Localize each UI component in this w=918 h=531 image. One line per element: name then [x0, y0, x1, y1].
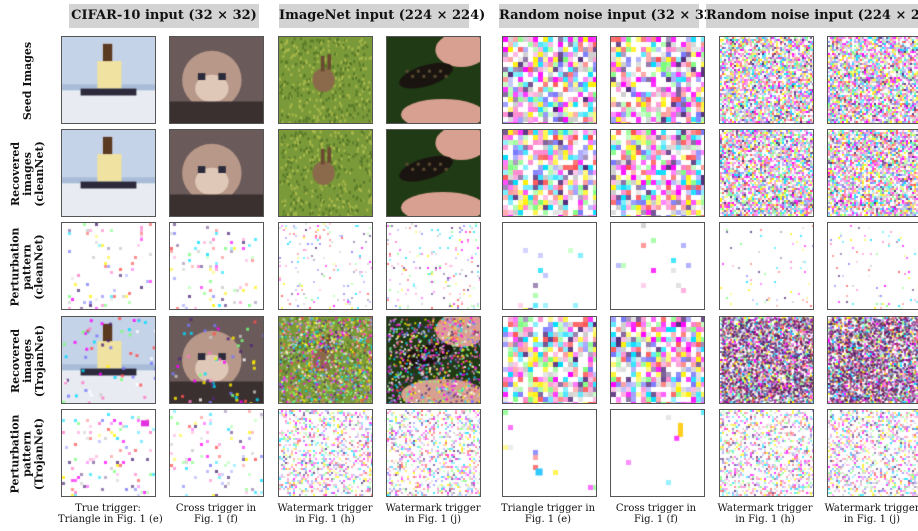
cell-canvas [828, 37, 918, 123]
cell-canvas [170, 37, 263, 123]
caption-c7: Watermark trigger in Fig. 1 (h) [717, 503, 813, 525]
cell-canvas [170, 130, 263, 216]
recovered-clean-c1-image [61, 129, 156, 217]
cell-canvas [279, 130, 372, 216]
recovered-clean-c4-image [386, 129, 481, 217]
seed-c7-image [719, 36, 814, 124]
cell-canvas [170, 410, 263, 496]
cell-canvas [62, 317, 155, 403]
cell-canvas [720, 410, 813, 496]
cell-canvas [828, 223, 918, 309]
perturb-trojan-c5-image [502, 409, 597, 497]
seed-c6-image [610, 36, 705, 124]
seed-c8-image [827, 36, 918, 124]
group-header-noise32: Random noise input (32 × 32) [499, 4, 719, 28]
recovered-clean-c7-image [719, 129, 814, 217]
row-label-perturb-clean: Perturbation pattern (cleanNet) [9, 227, 46, 307]
recovered-trojan-c7-image [719, 316, 814, 404]
cell-canvas [611, 37, 704, 123]
perturb-clean-c3-image [278, 222, 373, 310]
recovered-trojan-c4-image [386, 316, 481, 404]
seed-c3-image [278, 36, 373, 124]
cell-canvas [387, 130, 480, 216]
cell-canvas [279, 317, 372, 403]
cell-canvas [170, 223, 263, 309]
caption-c8: Watermark trigger in Fig. 1 (j) [824, 503, 918, 525]
caption-c2: Cross trigger in Fig. 1 (f) [175, 503, 257, 525]
perturb-clean-c7-image [719, 222, 814, 310]
perturb-clean-c6-image [610, 222, 705, 310]
cell-canvas [720, 130, 813, 216]
perturb-clean-c2-image [169, 222, 264, 310]
cell-canvas [279, 410, 372, 496]
cell-canvas [387, 223, 480, 309]
cell-canvas [828, 410, 918, 496]
cell-canvas [503, 130, 596, 216]
perturb-clean-c8-image [827, 222, 918, 310]
perturb-trojan-c7-image [719, 409, 814, 497]
row-label-perturb-trojan: Perturbation pattern (TrojanNet) [9, 414, 46, 494]
cell-canvas [387, 37, 480, 123]
recovered-clean-c6-image [610, 129, 705, 217]
caption-c4: Watermark trigger in Fig. 1 (j) [385, 503, 481, 525]
recovered-clean-c2-image [169, 129, 264, 217]
cell-canvas [62, 130, 155, 216]
cell-canvas [279, 223, 372, 309]
cell-canvas [170, 317, 263, 403]
cell-canvas [611, 130, 704, 216]
cell-canvas [503, 410, 596, 496]
perturb-clean-c1-image [61, 222, 156, 310]
recovered-trojan-c5-image [502, 316, 597, 404]
seed-c2-image [169, 36, 264, 124]
cell-canvas [503, 223, 596, 309]
row-label-recovered-clean: Recovered images (cleanNet) [9, 141, 47, 207]
cell-canvas [503, 317, 596, 403]
perturb-trojan-c4-image [386, 409, 481, 497]
cell-canvas [387, 317, 480, 403]
cell-canvas [611, 410, 704, 496]
cell-canvas [720, 223, 813, 309]
recovered-trojan-c6-image [610, 316, 705, 404]
group-header-cifar: CIFAR-10 input (32 × 32) [69, 4, 259, 28]
recovered-clean-c3-image [278, 129, 373, 217]
row-label-recovered-trojan: Recovered images (TrojanNet) [9, 324, 47, 398]
perturb-clean-c5-image [502, 222, 597, 310]
cell-canvas [62, 410, 155, 496]
cell-canvas [828, 130, 918, 216]
recovered-clean-c8-image [827, 129, 918, 217]
perturb-trojan-c1-image [61, 409, 156, 497]
group-header-imagenet: ImageNet input (224 × 224) [279, 4, 485, 28]
recovered-trojan-c3-image [278, 316, 373, 404]
recovered-trojan-c2-image [169, 316, 264, 404]
cell-canvas [611, 223, 704, 309]
recovered-trojan-c1-image [61, 316, 156, 404]
seed-c5-image [502, 36, 597, 124]
caption-c5: Triangle trigger in Fig. 1 (e) [500, 503, 596, 525]
cell-canvas [828, 317, 918, 403]
perturb-trojan-c2-image [169, 409, 264, 497]
recovered-trojan-c8-image [827, 316, 918, 404]
cell-canvas [611, 317, 704, 403]
cell-canvas [279, 37, 372, 123]
cell-canvas [503, 37, 596, 123]
caption-c3: Watermark trigger in Fig. 1 (h) [277, 503, 373, 525]
row-label-seed: Seed Images [21, 41, 35, 121]
cell-canvas [387, 410, 480, 496]
seed-c1-image [61, 36, 156, 124]
cell-canvas [62, 37, 155, 123]
seed-c4-image [386, 36, 481, 124]
group-header-noise224: Random noise input (224 × 224) [706, 4, 918, 28]
perturb-clean-c4-image [386, 222, 481, 310]
cell-canvas [62, 223, 155, 309]
caption-c1: True trigger: Triangle in Fig. 1 (e) [58, 503, 163, 525]
cell-canvas [720, 37, 813, 123]
caption-c6: Cross trigger in Fig. 1 (f) [615, 503, 697, 525]
perturb-trojan-c3-image [278, 409, 373, 497]
perturb-trojan-c8-image [827, 409, 918, 497]
recovered-clean-c5-image [502, 129, 597, 217]
perturb-trojan-c6-image [610, 409, 705, 497]
cell-canvas [720, 317, 813, 403]
